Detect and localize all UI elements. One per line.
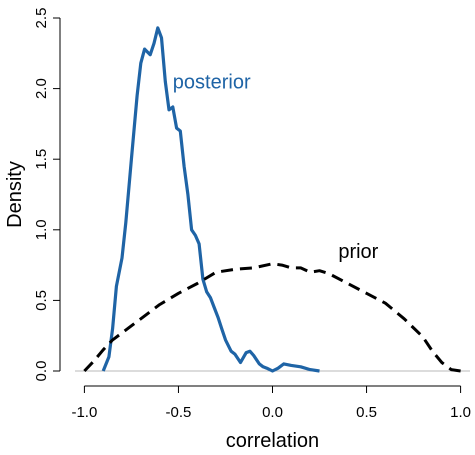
x-tick-label: 1.0 — [450, 404, 471, 421]
y-tick-label: 1.0 — [33, 219, 50, 240]
y-tick-label: 0.5 — [33, 290, 50, 311]
posterior-density-line — [101, 26, 320, 373]
plot-area — [75, 26, 470, 373]
x-axis-title: correlation — [226, 430, 319, 452]
y-tick-label: 2.5 — [33, 8, 50, 29]
y-tick-label: 0.0 — [33, 361, 50, 382]
y-tick-label: 2.0 — [33, 78, 50, 99]
y-tick-label: 1.5 — [33, 149, 50, 170]
axes: -1.0 -0.5 0.0 0.5 1.0 0.0 0.5 1.0 1.5 2.0 2.5 — [33, 8, 471, 421]
x-tick-label: -0.5 — [166, 404, 192, 421]
prior-density-line — [83, 262, 461, 373]
posterior-series-label: posterior — [173, 72, 251, 94]
x-tick-label: -1.0 — [71, 404, 97, 421]
x-tick-label: 0.5 — [356, 404, 377, 421]
x-tick-label: 0.0 — [262, 404, 283, 421]
labels: correlation Density posterior prior — [4, 72, 379, 452]
prior-series-label: prior — [338, 241, 378, 263]
y-axis-title: Density — [4, 161, 26, 228]
